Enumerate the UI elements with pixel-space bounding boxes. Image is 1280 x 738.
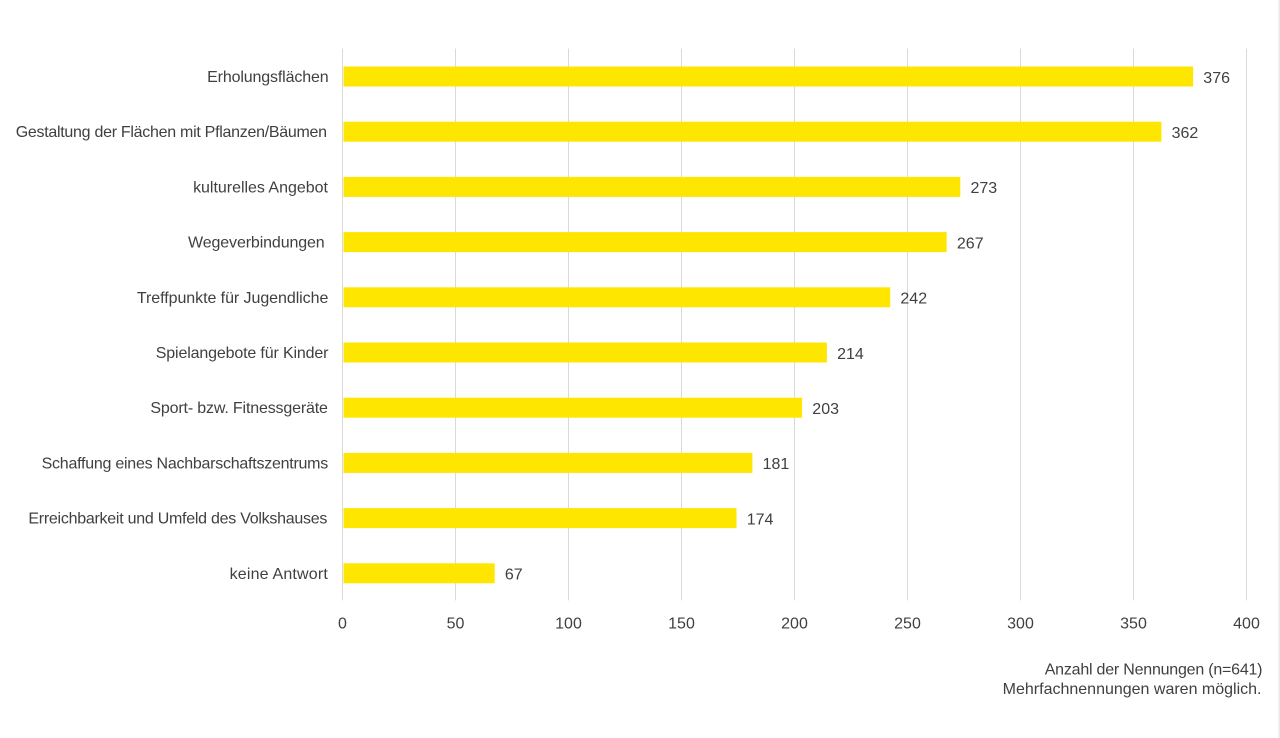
svg-text:100: 100 (555, 616, 582, 633)
svg-text:Erholungsflächen: Erholungsflächen (207, 69, 328, 86)
svg-text:150: 150 (668, 616, 695, 633)
svg-text:Schaffung eines Nachbarschafts: Schaffung eines Nachbarschaftszentrums (42, 455, 329, 472)
svg-text:Wegeverbindungen: Wegeverbindungen (188, 235, 325, 252)
svg-text:Treffpunkte für Jugendliche: Treffpunkte für Jugendliche (137, 290, 329, 307)
svg-text:250: 250 (894, 616, 921, 633)
svg-text:273: 273 (971, 180, 998, 197)
svg-text:267: 267 (957, 235, 984, 252)
svg-text:362: 362 (1172, 125, 1199, 142)
svg-text:214: 214 (837, 346, 864, 363)
svg-text:0: 0 (338, 616, 347, 633)
svg-text:174: 174 (747, 511, 774, 528)
svg-text:181: 181 (763, 456, 790, 473)
svg-text:400: 400 (1233, 616, 1260, 633)
svg-text:300: 300 (1007, 616, 1034, 633)
svg-text:Gestaltung der Flächen mit Pfl: Gestaltung der Flächen mit Pflanzen/Bäum… (16, 124, 327, 141)
svg-text:350: 350 (1120, 616, 1147, 633)
svg-text:Spielangebote für Kinder: Spielangebote für Kinder (156, 345, 329, 362)
svg-text:Sport- bzw. Fitnessgeräte: Sport- bzw. Fitnessgeräte (150, 400, 328, 417)
svg-text:Mehrfachnennungen waren möglic: Mehrfachnennungen waren möglich. (1003, 681, 1262, 698)
svg-text:67: 67 (505, 567, 523, 584)
svg-text:Erreichbarkeit und Umfeld des: Erreichbarkeit und Umfeld des Volkshause… (28, 511, 327, 528)
svg-text:203: 203 (812, 401, 839, 418)
svg-text:50: 50 (447, 616, 465, 633)
svg-text:242: 242 (900, 291, 927, 308)
svg-text:Anzahl der Nennungen (n=641): Anzahl der Nennungen (n=641) (1045, 662, 1263, 679)
svg-text:kulturelles Angebot: kulturelles Angebot (193, 179, 328, 196)
svg-text:200: 200 (781, 616, 808, 633)
svg-text:376: 376 (1203, 70, 1230, 87)
svg-text:keine Antwort: keine Antwort (230, 566, 329, 583)
